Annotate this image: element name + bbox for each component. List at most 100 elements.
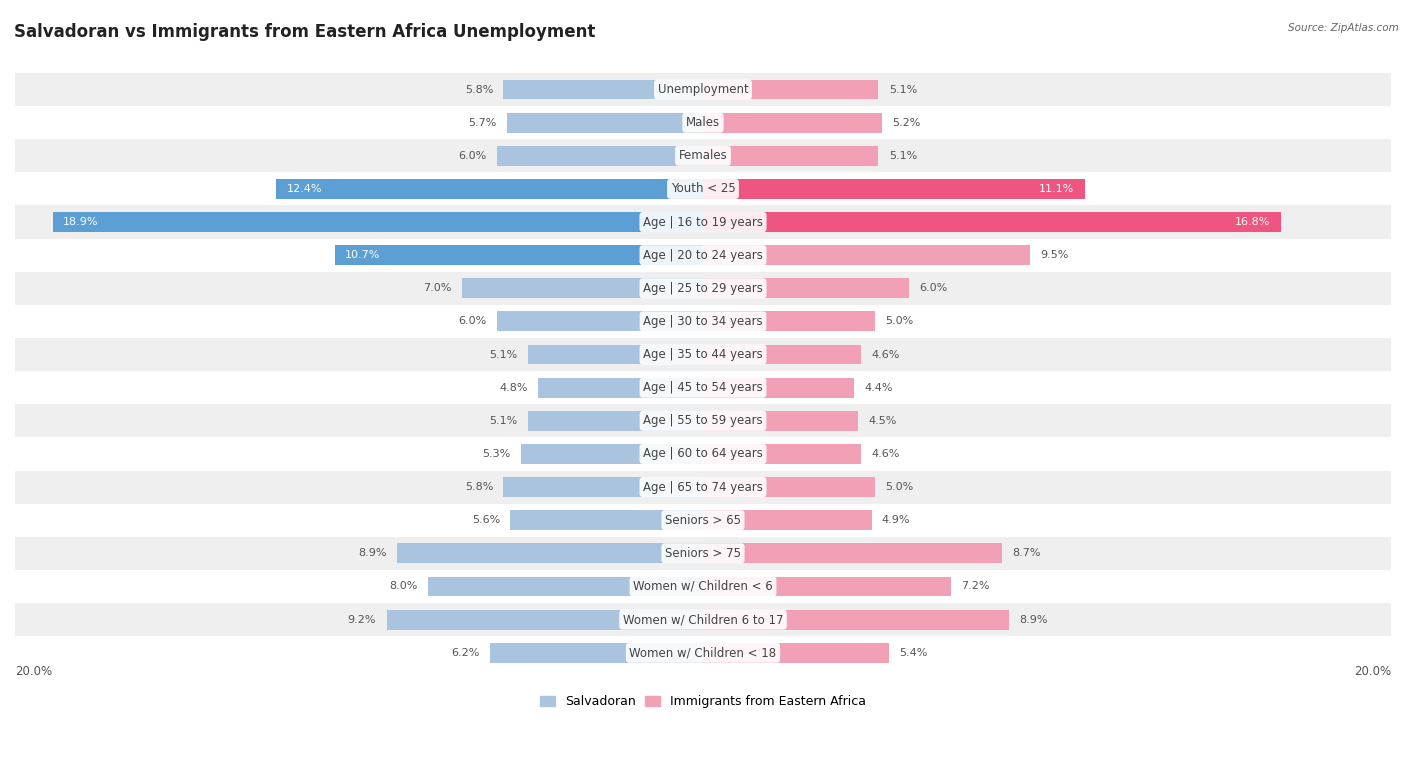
- Bar: [510, 510, 703, 530]
- Text: 6.2%: 6.2%: [451, 648, 479, 658]
- Text: 4.6%: 4.6%: [872, 449, 900, 459]
- Text: 12.4%: 12.4%: [287, 184, 322, 194]
- Bar: [15, 272, 1391, 305]
- Bar: [703, 577, 950, 597]
- Text: 9.5%: 9.5%: [1040, 250, 1069, 260]
- Bar: [15, 537, 1391, 570]
- Bar: [15, 404, 1391, 438]
- Text: 5.1%: 5.1%: [889, 151, 917, 160]
- Text: 4.4%: 4.4%: [865, 383, 893, 393]
- Text: 5.2%: 5.2%: [893, 117, 921, 128]
- Bar: [703, 411, 858, 431]
- Text: 4.9%: 4.9%: [882, 516, 910, 525]
- Text: 8.0%: 8.0%: [389, 581, 418, 591]
- Text: Age | 55 to 59 years: Age | 55 to 59 years: [643, 414, 763, 427]
- Text: 6.0%: 6.0%: [458, 316, 486, 326]
- Bar: [15, 603, 1391, 636]
- Bar: [703, 212, 1281, 232]
- Text: 9.2%: 9.2%: [347, 615, 377, 625]
- Text: 5.0%: 5.0%: [886, 316, 914, 326]
- Text: 8.7%: 8.7%: [1012, 548, 1040, 559]
- Legend: Salvadoran, Immigrants from Eastern Africa: Salvadoran, Immigrants from Eastern Afri…: [534, 690, 872, 714]
- Bar: [703, 245, 1029, 265]
- Text: Seniors > 65: Seniors > 65: [665, 514, 741, 527]
- Bar: [335, 245, 703, 265]
- Text: Age | 60 to 64 years: Age | 60 to 64 years: [643, 447, 763, 460]
- Bar: [703, 179, 1085, 199]
- Text: Males: Males: [686, 116, 720, 129]
- Text: 5.0%: 5.0%: [886, 482, 914, 492]
- Bar: [703, 113, 882, 132]
- Text: Age | 45 to 54 years: Age | 45 to 54 years: [643, 382, 763, 394]
- Bar: [489, 643, 703, 662]
- Bar: [15, 173, 1391, 205]
- Text: 5.3%: 5.3%: [482, 449, 510, 459]
- Bar: [520, 444, 703, 464]
- Bar: [463, 279, 703, 298]
- Bar: [503, 79, 703, 99]
- Text: 20.0%: 20.0%: [15, 665, 52, 678]
- Text: Youth < 25: Youth < 25: [671, 182, 735, 195]
- Bar: [703, 279, 910, 298]
- Bar: [277, 179, 703, 199]
- Text: 7.0%: 7.0%: [423, 283, 451, 293]
- Text: Females: Females: [679, 149, 727, 162]
- Bar: [703, 609, 1010, 630]
- Bar: [15, 139, 1391, 173]
- Text: 6.0%: 6.0%: [458, 151, 486, 160]
- Bar: [15, 371, 1391, 404]
- Bar: [15, 73, 1391, 106]
- Bar: [496, 311, 703, 332]
- Text: 8.9%: 8.9%: [1019, 615, 1047, 625]
- Text: Age | 30 to 34 years: Age | 30 to 34 years: [643, 315, 763, 328]
- Bar: [503, 477, 703, 497]
- Bar: [15, 438, 1391, 471]
- Text: 4.8%: 4.8%: [499, 383, 527, 393]
- Text: Women w/ Children 6 to 17: Women w/ Children 6 to 17: [623, 613, 783, 626]
- Text: Unemployment: Unemployment: [658, 83, 748, 96]
- Bar: [527, 344, 703, 365]
- Text: Seniors > 75: Seniors > 75: [665, 547, 741, 560]
- Text: Age | 16 to 19 years: Age | 16 to 19 years: [643, 216, 763, 229]
- Bar: [396, 544, 703, 563]
- Text: 5.6%: 5.6%: [472, 516, 501, 525]
- Bar: [538, 378, 703, 397]
- Text: 5.1%: 5.1%: [889, 85, 917, 95]
- Bar: [15, 205, 1391, 238]
- Text: Women w/ Children < 6: Women w/ Children < 6: [633, 580, 773, 593]
- Text: 5.1%: 5.1%: [489, 350, 517, 360]
- Bar: [15, 305, 1391, 338]
- Bar: [387, 609, 703, 630]
- Bar: [703, 311, 875, 332]
- Text: 7.2%: 7.2%: [960, 581, 990, 591]
- Bar: [53, 212, 703, 232]
- Bar: [15, 106, 1391, 139]
- Text: 5.7%: 5.7%: [468, 117, 496, 128]
- Bar: [15, 570, 1391, 603]
- Bar: [15, 338, 1391, 371]
- Text: Age | 20 to 24 years: Age | 20 to 24 years: [643, 248, 763, 262]
- Bar: [703, 378, 855, 397]
- Bar: [15, 503, 1391, 537]
- Bar: [703, 444, 862, 464]
- Text: 5.8%: 5.8%: [465, 482, 494, 492]
- Text: 16.8%: 16.8%: [1236, 217, 1271, 227]
- Text: 5.8%: 5.8%: [465, 85, 494, 95]
- Text: Salvadoran vs Immigrants from Eastern Africa Unemployment: Salvadoran vs Immigrants from Eastern Af…: [14, 23, 595, 41]
- Text: 5.4%: 5.4%: [898, 648, 928, 658]
- Text: Women w/ Children < 18: Women w/ Children < 18: [630, 646, 776, 659]
- Bar: [508, 113, 703, 132]
- Bar: [427, 577, 703, 597]
- Text: Age | 25 to 29 years: Age | 25 to 29 years: [643, 282, 763, 294]
- Text: 11.1%: 11.1%: [1039, 184, 1074, 194]
- Bar: [703, 643, 889, 662]
- Text: 6.0%: 6.0%: [920, 283, 948, 293]
- Bar: [703, 477, 875, 497]
- Bar: [703, 146, 879, 166]
- Bar: [15, 238, 1391, 272]
- Bar: [703, 344, 862, 365]
- Text: 4.5%: 4.5%: [868, 416, 897, 426]
- Text: 8.9%: 8.9%: [359, 548, 387, 559]
- Bar: [496, 146, 703, 166]
- Text: 5.1%: 5.1%: [489, 416, 517, 426]
